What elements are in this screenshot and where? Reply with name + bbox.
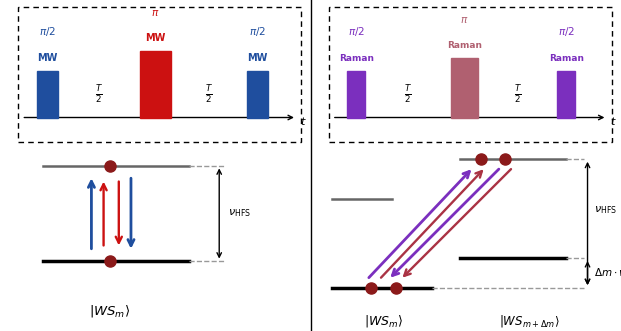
Text: $\frac{T}{2}$: $\frac{T}{2}$ [404,83,412,105]
Bar [247,71,268,118]
Text: $t$: $t$ [300,115,307,127]
Bar [451,58,478,118]
Text: $\Delta m \cdot \nu_B$: $\Delta m \cdot \nu_B$ [594,266,621,280]
Text: Raman: Raman [446,41,482,50]
Text: $\frac{T}{2}$: $\frac{T}{2}$ [95,83,103,105]
Text: $|WS_m\rangle$: $|WS_m\rangle$ [364,313,403,329]
Text: MW: MW [145,33,166,43]
Bar [347,71,365,118]
Text: $|WS_m\rangle$: $|WS_m\rangle$ [89,303,130,319]
FancyBboxPatch shape [19,7,301,142]
Text: $\pi$: $\pi$ [151,8,160,18]
Text: $\frac{T}{2}$: $\frac{T}{2}$ [204,83,212,105]
Text: $\frac{T}{2}$: $\frac{T}{2}$ [514,83,522,105]
Text: $|WS_{m+\Delta m}\rangle$: $|WS_{m+\Delta m}\rangle$ [499,313,560,329]
Bar [557,71,576,118]
Text: MW: MW [37,53,58,63]
Text: $\pi/2$: $\pi/2$ [558,25,574,38]
Text: $\pi/2$: $\pi/2$ [249,25,266,38]
FancyBboxPatch shape [329,7,612,142]
Text: $\nu_\mathrm{HFS}$: $\nu_\mathrm{HFS}$ [229,208,252,219]
Text: $\nu_\mathrm{HFS}$: $\nu_\mathrm{HFS}$ [594,204,617,216]
Bar [140,51,171,118]
Text: $t$: $t$ [610,115,617,127]
Text: $\pi/2$: $\pi/2$ [39,25,56,38]
Bar [37,71,58,118]
Text: Raman: Raman [339,54,374,63]
Text: Raman: Raman [549,54,584,63]
Text: MW: MW [247,53,268,63]
Text: $\pi/2$: $\pi/2$ [348,25,365,38]
Text: $\pi$: $\pi$ [460,15,468,25]
